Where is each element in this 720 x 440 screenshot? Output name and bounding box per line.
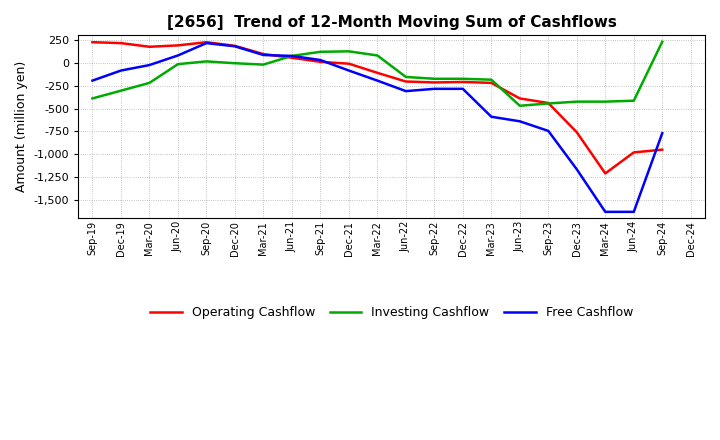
Free Cashflow — [145, 62, 154, 68]
Operating Cashflow — [487, 80, 495, 85]
Free Cashflow — [88, 78, 96, 83]
Free Cashflow — [230, 44, 239, 49]
Investing Cashflow — [259, 62, 268, 67]
Line: Investing Cashflow: Investing Cashflow — [92, 42, 662, 106]
Free Cashflow — [402, 88, 410, 94]
Operating Cashflow — [629, 150, 638, 155]
Line: Operating Cashflow: Operating Cashflow — [92, 42, 662, 173]
Investing Cashflow — [629, 98, 638, 103]
Investing Cashflow — [316, 49, 325, 55]
Investing Cashflow — [174, 62, 182, 67]
Operating Cashflow — [259, 51, 268, 57]
Free Cashflow — [516, 119, 524, 124]
Free Cashflow — [373, 78, 382, 83]
Operating Cashflow — [316, 59, 325, 65]
Operating Cashflow — [145, 44, 154, 49]
Operating Cashflow — [430, 80, 438, 85]
Free Cashflow — [259, 52, 268, 58]
Operating Cashflow — [174, 43, 182, 48]
Operating Cashflow — [544, 100, 553, 106]
Free Cashflow — [345, 68, 354, 73]
Investing Cashflow — [487, 77, 495, 82]
Investing Cashflow — [88, 96, 96, 101]
Investing Cashflow — [373, 53, 382, 58]
Investing Cashflow — [430, 76, 438, 81]
Investing Cashflow — [601, 99, 610, 104]
Free Cashflow — [287, 53, 296, 59]
Operating Cashflow — [202, 40, 211, 45]
Investing Cashflow — [459, 76, 467, 81]
Investing Cashflow — [544, 101, 553, 106]
Free Cashflow — [430, 86, 438, 92]
Investing Cashflow — [145, 80, 154, 85]
Free Cashflow — [601, 209, 610, 214]
Operating Cashflow — [88, 40, 96, 45]
Free Cashflow — [117, 68, 125, 73]
Free Cashflow — [174, 53, 182, 58]
Free Cashflow — [202, 40, 211, 46]
Investing Cashflow — [516, 103, 524, 108]
Free Cashflow — [658, 131, 667, 136]
Operating Cashflow — [572, 130, 581, 135]
Investing Cashflow — [345, 49, 354, 54]
Operating Cashflow — [459, 79, 467, 84]
Operating Cashflow — [658, 147, 667, 152]
Free Cashflow — [572, 167, 581, 172]
Legend: Operating Cashflow, Investing Cashflow, Free Cashflow: Operating Cashflow, Investing Cashflow, … — [145, 301, 638, 324]
Operating Cashflow — [516, 96, 524, 101]
Free Cashflow — [459, 86, 467, 92]
Line: Free Cashflow: Free Cashflow — [92, 43, 662, 212]
Free Cashflow — [316, 57, 325, 62]
Investing Cashflow — [572, 99, 581, 104]
Y-axis label: Amount (million yen): Amount (million yen) — [15, 61, 28, 192]
Free Cashflow — [629, 209, 638, 214]
Operating Cashflow — [373, 70, 382, 76]
Investing Cashflow — [402, 74, 410, 80]
Operating Cashflow — [117, 40, 125, 46]
Investing Cashflow — [658, 39, 667, 44]
Operating Cashflow — [601, 171, 610, 176]
Operating Cashflow — [402, 79, 410, 84]
Investing Cashflow — [230, 61, 239, 66]
Operating Cashflow — [230, 43, 239, 48]
Title: [2656]  Trend of 12-Month Moving Sum of Cashflows: [2656] Trend of 12-Month Moving Sum of C… — [166, 15, 616, 30]
Investing Cashflow — [202, 59, 211, 64]
Free Cashflow — [487, 114, 495, 119]
Operating Cashflow — [287, 55, 296, 60]
Investing Cashflow — [287, 53, 296, 59]
Operating Cashflow — [345, 61, 354, 66]
Free Cashflow — [544, 128, 553, 134]
Investing Cashflow — [117, 88, 125, 93]
